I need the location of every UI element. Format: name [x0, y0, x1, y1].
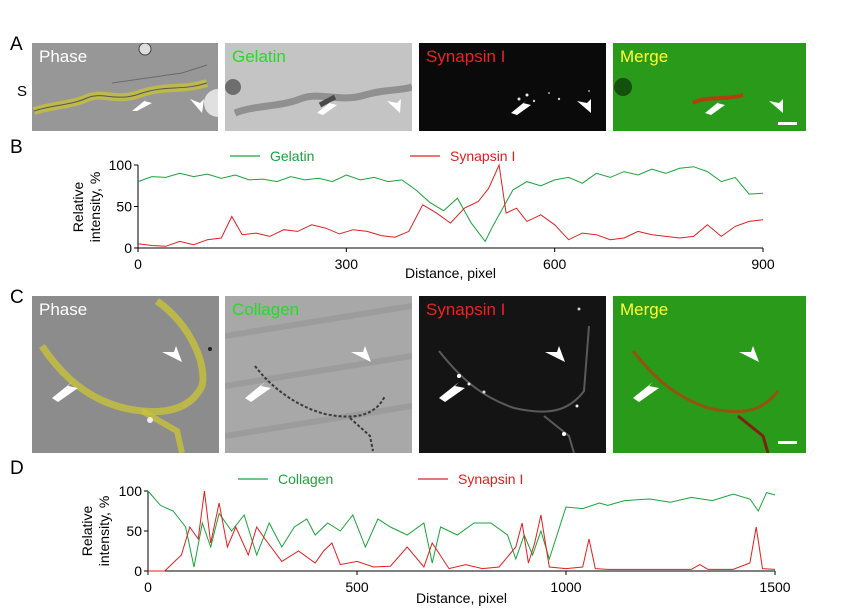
- soma-marker: S: [17, 83, 28, 100]
- x-tick-label: 0: [134, 256, 142, 272]
- series-line-collagen: [147, 490, 776, 568]
- x-tick-label: 500: [345, 579, 369, 595]
- x-tick-label: 600: [543, 256, 567, 272]
- merge-micrograph-c: [613, 296, 806, 453]
- scale-bar: [778, 122, 797, 125]
- arrow-icon: [633, 382, 659, 402]
- merge-image-c: Merge: [613, 296, 806, 453]
- y-tick-label: 100: [119, 483, 143, 499]
- x-tick-label: 0: [144, 579, 152, 595]
- collagen-image-c: Collagen: [225, 296, 412, 453]
- arrow-icon: [132, 98, 152, 111]
- arrowhead-icon: [351, 346, 371, 362]
- synapsin-micrograph-a: [419, 43, 606, 131]
- legend-label: Synapsin I: [458, 471, 523, 487]
- y-axis-label: intensity, %: [87, 172, 103, 243]
- series-line-synapsin-i: [137, 163, 764, 247]
- y-axis-label: Relative: [70, 182, 86, 233]
- x-tick-label: 1500: [759, 579, 790, 595]
- arrowhead-icon: [190, 99, 204, 113]
- arrowhead-icon: [577, 99, 591, 113]
- collagen-micrograph-c: [225, 296, 412, 453]
- synapsin-image-c: Synapsin I: [419, 296, 606, 453]
- merge-label-a: Merge: [620, 47, 669, 66]
- legend-label: Synapsin I: [450, 148, 515, 164]
- merge-micrograph-a: [613, 43, 806, 131]
- panel-letter-a: A: [10, 34, 23, 55]
- y-tick-label: 0: [124, 240, 132, 256]
- x-axis-label: Distance, pixel: [416, 590, 507, 606]
- arrowhead-icon: [769, 99, 783, 113]
- gelatin-label-a: Gelatin: [232, 47, 286, 66]
- arrow-icon: [52, 382, 78, 402]
- y-tick-label: 50: [126, 523, 142, 539]
- panel-letter-c: C: [10, 287, 24, 308]
- synapsin-micrograph-c: [419, 296, 606, 453]
- panel-letter-d: D: [10, 458, 24, 479]
- series-line-synapsin-i: [148, 490, 776, 572]
- y-tick-label: 100: [109, 157, 133, 173]
- phase-micrograph-c: [32, 296, 219, 453]
- legend-label: Collagen: [278, 471, 333, 487]
- x-axis-label: Distance, pixel: [405, 265, 496, 281]
- phase-label-c: Phase: [39, 300, 88, 319]
- scale-bar: [778, 441, 797, 444]
- merge-image-a: Merge: [613, 43, 806, 131]
- phase-image-c: Phase: [32, 296, 219, 453]
- arrowhead-icon: [387, 99, 401, 113]
- gelatin-image-a: Gelatin: [225, 43, 412, 131]
- x-tick-label: 900: [751, 256, 775, 272]
- arrow-icon: [245, 382, 271, 402]
- arrow-icon: [439, 382, 465, 402]
- y-axis-label: Relative: [79, 506, 95, 557]
- y-axis-label: intensity, %: [96, 496, 112, 567]
- merge-label-c: Merge: [620, 300, 669, 319]
- arrowhead-icon: [739, 346, 759, 362]
- synapsin-label-c: Synapsin I: [426, 300, 506, 319]
- x-tick-label: 1000: [550, 579, 581, 595]
- arrow-icon: [511, 100, 531, 115]
- arrowhead-icon: [545, 346, 565, 362]
- legend-label: Gelatin: [270, 148, 314, 164]
- synapsin-image-a: Synapsin I: [419, 43, 606, 131]
- y-tick-label: 0: [134, 563, 142, 579]
- phase-image-a: Phase: [32, 43, 218, 131]
- synapsin-label-a: Synapsin I: [426, 47, 506, 66]
- arrowhead-icon: [162, 346, 182, 362]
- collagen-label-c: Collagen: [232, 300, 300, 319]
- gelatin-micrograph-a: [225, 43, 412, 131]
- series-line-gelatin: [137, 166, 764, 243]
- y-tick-label: 50: [116, 199, 132, 215]
- x-tick-label: 300: [335, 256, 359, 272]
- arrow-icon: [705, 100, 725, 115]
- phase-micrograph-a: [32, 43, 218, 131]
- panel-letter-b: B: [10, 137, 23, 158]
- phase-label-a: Phase: [39, 47, 88, 66]
- arrow-icon: [317, 100, 337, 115]
